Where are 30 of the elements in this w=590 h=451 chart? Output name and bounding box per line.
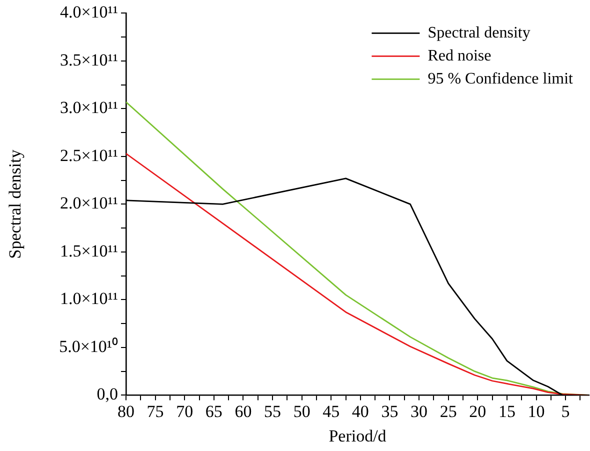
x-tick-label: 80: [118, 402, 134, 421]
x-tick-label: 25: [440, 402, 457, 421]
x-tick-label: 10: [528, 402, 545, 421]
x-tick-label: 70: [176, 402, 194, 421]
x-tick-label: 20: [469, 402, 486, 421]
x-tick-label: 65: [205, 402, 222, 421]
y-tick-label: 1.5×10¹¹: [60, 241, 118, 260]
y-tick-label: 2.5×10¹¹: [60, 146, 118, 165]
x-tick-label: 55: [264, 402, 282, 421]
y-tick-label: 1.0×10¹¹: [60, 289, 118, 308]
y-tick-label: 2.0×10¹¹: [60, 194, 118, 213]
x-tick-label: 5: [561, 402, 570, 421]
x-axis-title: Period/d: [328, 426, 387, 446]
legend-label: Spectral density: [428, 24, 530, 42]
x-tick-label: 40: [352, 402, 369, 421]
y-tick-label: 3.5×10¹¹: [60, 50, 118, 70]
y-axis-title: Spectral density: [6, 149, 25, 259]
x-tick-label: 60: [234, 402, 252, 421]
x-tick-label: 45: [322, 402, 340, 421]
y-tick-label: 0,0: [96, 384, 118, 404]
legend-label: 95 % Confidence limit: [428, 70, 574, 88]
x-tick-label: 50: [293, 402, 310, 421]
legend-label: Red noise: [428, 47, 492, 64]
x-tick-label: 30: [410, 402, 428, 421]
x-tick-label: 15: [498, 402, 516, 421]
y-tick-label: 5.0×10¹⁰: [59, 336, 118, 356]
y-tick-label: 4.0×10¹¹: [60, 2, 118, 22]
y-tick-label: 3.0×10¹¹: [60, 98, 118, 118]
x-tick-label: 75: [146, 402, 164, 421]
x-tick-label: 35: [381, 402, 398, 421]
